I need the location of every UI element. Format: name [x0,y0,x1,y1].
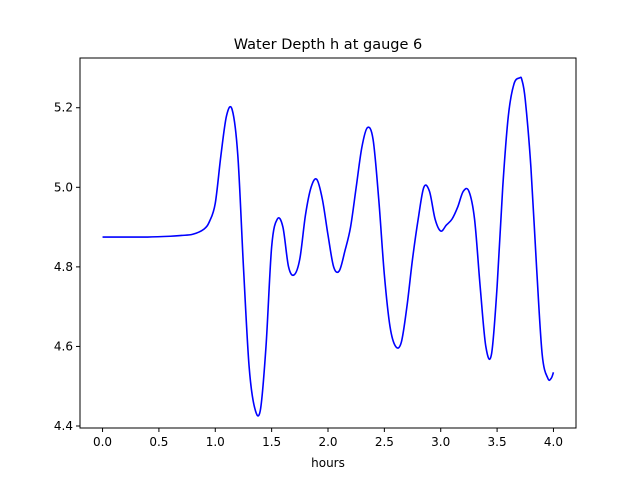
x-tick-label: 4.0 [544,435,563,449]
y-tick-label: 5.0 [54,180,73,194]
x-tick-label: 2.5 [375,435,394,449]
x-tick-label: 1.5 [262,435,281,449]
plot-frame [79,57,577,429]
x-tick-label: 1.0 [206,435,225,449]
x-tick-label: 0.0 [93,435,112,449]
plot-area [80,58,576,428]
y-tick-label: 4.8 [54,260,73,274]
y-tick-label: 4.4 [54,419,73,433]
y-tick-label: 4.6 [54,339,73,353]
x-tick-label: 3.5 [488,435,507,449]
axis-ticks: 0.0 0.5 1.0 1.5 2.0 2.5 3.0 3.5 4.0 4.4 4.6 4.8 5.0 5… [54,101,563,449]
y-tick-label: 5.2 [54,101,73,115]
chart-title: Water Depth h at gauge 6 [234,37,422,53]
x-tick-label: 0.5 [149,435,168,449]
series-layer [102,76,555,417]
x-axis-label: hours [311,456,345,470]
x-tick-label: 2.0 [318,435,337,449]
x-tick-label: 3.0 [431,435,450,449]
series-line-0 [102,76,555,417]
